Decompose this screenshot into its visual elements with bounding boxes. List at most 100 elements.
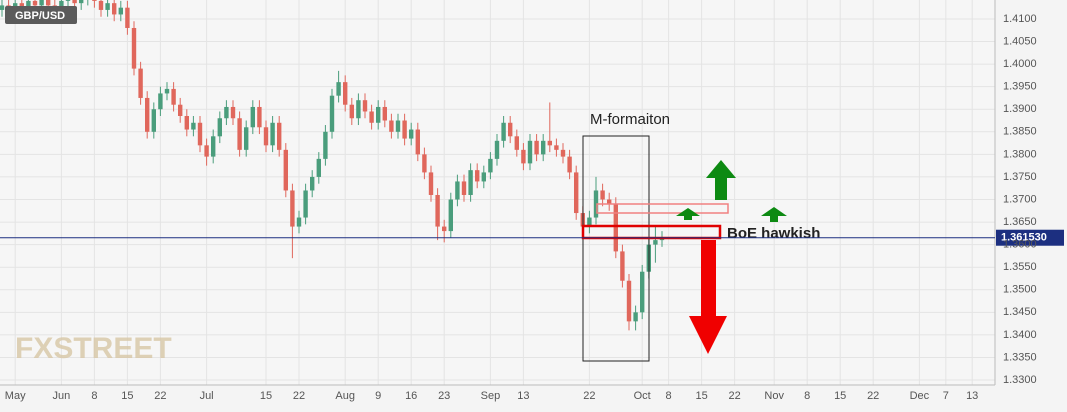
candle-body bbox=[448, 199, 453, 232]
candle-body bbox=[633, 312, 638, 322]
symbol-label: GBP/USD bbox=[15, 10, 65, 22]
x-tick-label: 13 bbox=[517, 390, 529, 402]
y-tick-label: 1.3950 bbox=[1003, 81, 1037, 93]
grid bbox=[0, 0, 995, 385]
candle-body bbox=[131, 27, 137, 69]
candle-body bbox=[244, 127, 249, 150]
candle-body bbox=[39, 0, 44, 6]
x-tick-label: Jul bbox=[200, 390, 214, 402]
y-tick-label: 1.3850 bbox=[1003, 126, 1037, 138]
candle-body bbox=[32, 0, 38, 6]
candle-body bbox=[290, 190, 295, 227]
candle-body bbox=[415, 129, 420, 155]
candle-body bbox=[488, 158, 493, 173]
candle-body bbox=[171, 88, 176, 105]
price-tag-label: 1.361530 bbox=[1001, 232, 1047, 244]
down-arrow bbox=[689, 240, 727, 354]
candle-body bbox=[230, 106, 236, 119]
y-tick-label: 1.3300 bbox=[1003, 374, 1037, 386]
x-tick-label: 22 bbox=[293, 390, 305, 402]
candle-body bbox=[626, 280, 632, 322]
y-tick-label: 1.4100 bbox=[1003, 13, 1037, 25]
candle-body bbox=[607, 199, 612, 205]
candle-body bbox=[191, 122, 196, 130]
candle-body bbox=[316, 158, 321, 177]
candle-body bbox=[296, 217, 302, 227]
x-tick-label: 15 bbox=[260, 390, 272, 402]
up-arrow bbox=[676, 208, 700, 220]
candle-body bbox=[395, 120, 401, 132]
candle-body bbox=[257, 106, 262, 128]
candle-body bbox=[534, 140, 539, 155]
candle-body bbox=[98, 0, 104, 10]
candle-body bbox=[184, 115, 189, 130]
candle-body bbox=[138, 68, 143, 98]
candle-body bbox=[270, 122, 275, 146]
x-tick-label: Dec bbox=[910, 390, 930, 402]
candle-body bbox=[508, 122, 513, 137]
candle-body bbox=[349, 104, 354, 119]
candle-body bbox=[343, 82, 348, 105]
m-formation-box bbox=[582, 135, 650, 362]
candle-body bbox=[125, 7, 130, 28]
candle-body bbox=[409, 129, 414, 139]
candle-body bbox=[389, 120, 394, 132]
candle-body bbox=[303, 190, 308, 218]
candle-body bbox=[494, 140, 500, 159]
y-tick-label: 1.3550 bbox=[1003, 261, 1037, 273]
y-tick-label: 1.3450 bbox=[1003, 306, 1037, 318]
plot-area bbox=[0, 0, 995, 385]
x-tick-label: Oct bbox=[634, 390, 651, 402]
y-tick-label: 1.3350 bbox=[1003, 351, 1037, 363]
candle-body bbox=[653, 240, 658, 245]
candle-body bbox=[178, 104, 183, 116]
candle-body bbox=[600, 190, 605, 200]
boe-label: BoE hawkish bbox=[727, 225, 820, 242]
y-tick-label: 1.3700 bbox=[1003, 193, 1037, 205]
candle-body bbox=[547, 140, 552, 146]
candle-body bbox=[329, 95, 335, 132]
candle-body bbox=[455, 181, 460, 200]
candle-body bbox=[283, 149, 288, 191]
candle-body bbox=[217, 118, 222, 137]
candle-body bbox=[237, 118, 242, 150]
y-tick-label: 1.3500 bbox=[1003, 284, 1037, 296]
candle-body bbox=[0, 5, 5, 10]
x-tick-label: 15 bbox=[695, 390, 707, 402]
candle-body bbox=[521, 149, 526, 164]
candle-body bbox=[158, 93, 163, 110]
candle-body bbox=[574, 172, 579, 214]
candle-body bbox=[428, 172, 434, 195]
candle-body bbox=[527, 140, 533, 164]
price-tag bbox=[996, 229, 1064, 246]
x-tick-label: 8 bbox=[91, 390, 97, 402]
candle-body bbox=[92, 0, 97, 1]
candle-body bbox=[118, 7, 123, 15]
y-tick-label: 1.3900 bbox=[1003, 103, 1037, 115]
x-tick-label: 15 bbox=[121, 390, 133, 402]
candle-body bbox=[250, 106, 255, 128]
candle-body bbox=[620, 251, 625, 281]
candle-body bbox=[105, 3, 110, 10]
candle-body bbox=[362, 100, 368, 112]
x-tick-label: Nov bbox=[764, 390, 784, 402]
candle-body bbox=[567, 156, 572, 173]
candle-body bbox=[554, 145, 559, 150]
candle-body bbox=[26, 0, 31, 8]
m-formation-label: M-formaiton bbox=[590, 111, 670, 128]
x-tick-label: 8 bbox=[804, 390, 810, 402]
x-tick-label: 22 bbox=[154, 390, 166, 402]
x-tick-label: 23 bbox=[438, 390, 450, 402]
x-tick-label: 7 bbox=[943, 390, 949, 402]
candle-body bbox=[382, 106, 387, 121]
candle-body bbox=[224, 106, 229, 119]
y-tick-label: 1.3750 bbox=[1003, 171, 1037, 183]
candle-body bbox=[640, 271, 645, 313]
y-tick-label: 1.4050 bbox=[1003, 35, 1037, 47]
candle-body bbox=[560, 149, 566, 157]
x-tick-label: 22 bbox=[583, 390, 595, 402]
candle-body bbox=[369, 111, 374, 123]
current-price: 1.361530 bbox=[0, 229, 1064, 246]
candles bbox=[0, 0, 665, 331]
